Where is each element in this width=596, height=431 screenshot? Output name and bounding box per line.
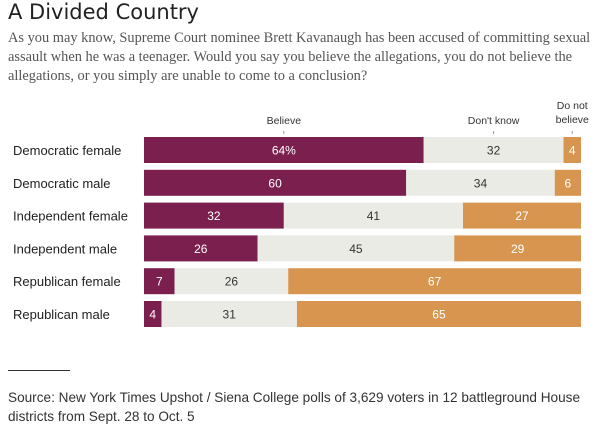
bar-segment-do-not-believe [454, 235, 581, 262]
bar-segment-do-not-believe [463, 202, 581, 229]
bar-row-independent-female: Independent female 32 41 27 [13, 202, 581, 229]
bar-segment-believe [144, 137, 424, 163]
bar-segment-do-not-believe [296, 301, 581, 327]
data-label-do-not-believe: 27 [515, 209, 529, 223]
data-label-believe: 7 [156, 275, 163, 289]
data-label-don-t-know: 32 [487, 144, 501, 158]
data-label-do-not-believe: 6 [565, 176, 572, 190]
data-label-believe: 26 [194, 242, 208, 256]
category-label: Democratic female [13, 143, 121, 158]
bar-row-democratic-female: Democratic female 64% 32 4 [13, 137, 581, 163]
bar-row-independent-male: Independent male 26 45 29 [13, 235, 581, 262]
bar-segment-don-t-know [406, 169, 555, 196]
category-label: Republican male [13, 307, 110, 322]
data-label-believe: 60 [268, 176, 282, 190]
bar-segment-don-t-know [283, 202, 464, 229]
bar-segment-believe [144, 268, 175, 295]
data-label-don-t-know: 26 [225, 275, 239, 289]
data-label-don-t-know: 41 [367, 209, 381, 223]
bar-row-republican-female: Republican female 7 26 67 [13, 268, 581, 295]
bar-segment-don-t-know [161, 301, 297, 327]
data-label-do-not-believe: 4 [569, 144, 576, 158]
data-label-don-t-know: 31 [223, 308, 237, 322]
bar-segment-do-not-believe [563, 137, 581, 163]
data-label-believe: 32 [207, 209, 221, 223]
category-label: Republican female [13, 274, 121, 289]
chart-source: Source: New York Times Upshot / Siena Co… [8, 390, 581, 424]
source-divider [8, 370, 70, 371]
bar-segment-don-t-know [257, 235, 455, 262]
data-label-believe: 64% [272, 144, 296, 158]
bar-segment-don-t-know [174, 268, 289, 295]
chart-subtitle: As you may know, Supreme Court nominee B… [8, 30, 591, 84]
data-label-don-t-know: 34 [474, 176, 488, 190]
bar-row-democratic-male: Democratic male 60 34 6 [13, 169, 581, 196]
category-label: Democratic male [13, 176, 111, 191]
data-label-believe: 4 [149, 308, 156, 322]
bar-segment-believe [144, 169, 407, 196]
bar-rows: Democratic female 64% 32 4 Democratic male 60… [13, 137, 581, 327]
bar-segment-do-not-believe [554, 169, 581, 196]
category-label: Independent female [13, 209, 128, 224]
data-label-do-not-believe: 67 [428, 275, 442, 289]
bar-segment-do-not-believe [288, 268, 581, 295]
bar-segment-believe [144, 235, 258, 262]
column-header-don-t-know: Don't know [468, 115, 520, 127]
bar-segment-believe [144, 202, 284, 229]
bar-segment-believe [144, 301, 162, 327]
chart-title: A Divided Country [8, 0, 199, 24]
data-label-do-not-believe: 65 [432, 308, 446, 322]
bar-row-republican-male: Republican male 4 31 65 [13, 301, 581, 327]
data-label-do-not-believe: 29 [511, 242, 525, 256]
column-header-believe: Believe [267, 115, 302, 127]
category-label: Independent male [13, 241, 117, 256]
column-headers: Believe Don't know Do not believe [267, 100, 589, 134]
bar-segment-don-t-know [423, 137, 564, 163]
column-header-do-not-believe: Do not believe [556, 100, 589, 126]
data-label-don-t-know: 45 [349, 242, 363, 256]
